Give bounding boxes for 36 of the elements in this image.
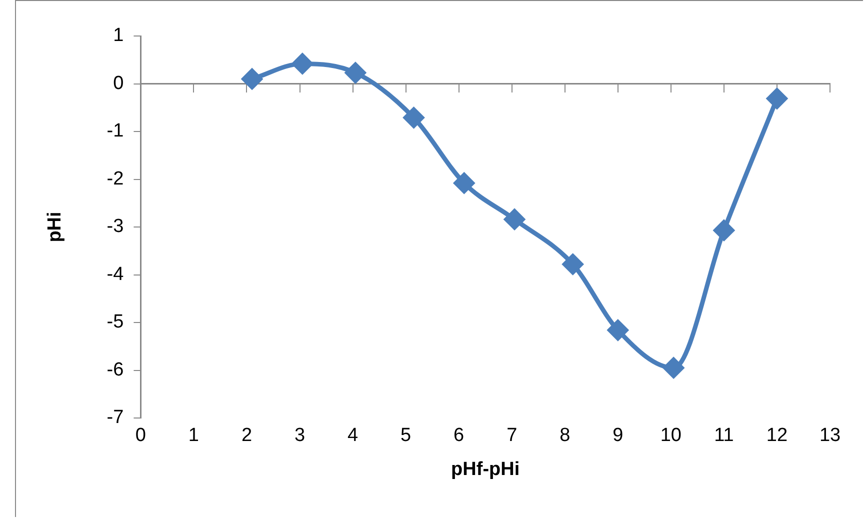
x-tick-label: 3 [294, 425, 306, 446]
x-tick-label: 1 [188, 425, 200, 446]
y-tick-label: -5 [106, 312, 124, 333]
x-tick-label: 0 [135, 425, 146, 446]
x-tick-label: 11 [714, 425, 734, 446]
point [504, 209, 525, 230]
x-tick-label: 9 [612, 425, 624, 446]
point [292, 53, 313, 74]
point [714, 220, 734, 241]
x-tick-label: 6 [454, 425, 464, 446]
y-tick-label: -2 [106, 168, 124, 190]
point [766, 88, 788, 109]
y-tick-label: -6 [106, 359, 124, 380]
x-tick-label: 12 [766, 425, 788, 446]
y-tick-label: 0 [113, 72, 124, 94]
x-tick-label: 13 [819, 425, 841, 446]
point [608, 320, 628, 340]
point [663, 358, 684, 378]
point [345, 62, 366, 84]
point [242, 68, 262, 90]
point [454, 172, 474, 194]
x-tick-label: 7 [506, 425, 518, 446]
y-tick-label: -3 [106, 216, 124, 238]
x-tick-label: 4 [348, 425, 358, 446]
point [562, 254, 584, 274]
point [404, 107, 424, 128]
x-axis-title: pHf-pHi [451, 459, 520, 480]
x-tick-label: 2 [241, 425, 252, 446]
y-tick-label: -1 [106, 120, 124, 142]
y-tick-label: -7 [106, 407, 124, 428]
y-tick-label: 1 [113, 25, 124, 46]
x-tick-label: 5 [400, 425, 412, 446]
y-tick-label: -4 [106, 264, 124, 285]
x-tick-label: 8 [560, 425, 570, 446]
y-axis-title: pHi [44, 212, 66, 242]
x-tick-label: 10 [660, 425, 682, 446]
